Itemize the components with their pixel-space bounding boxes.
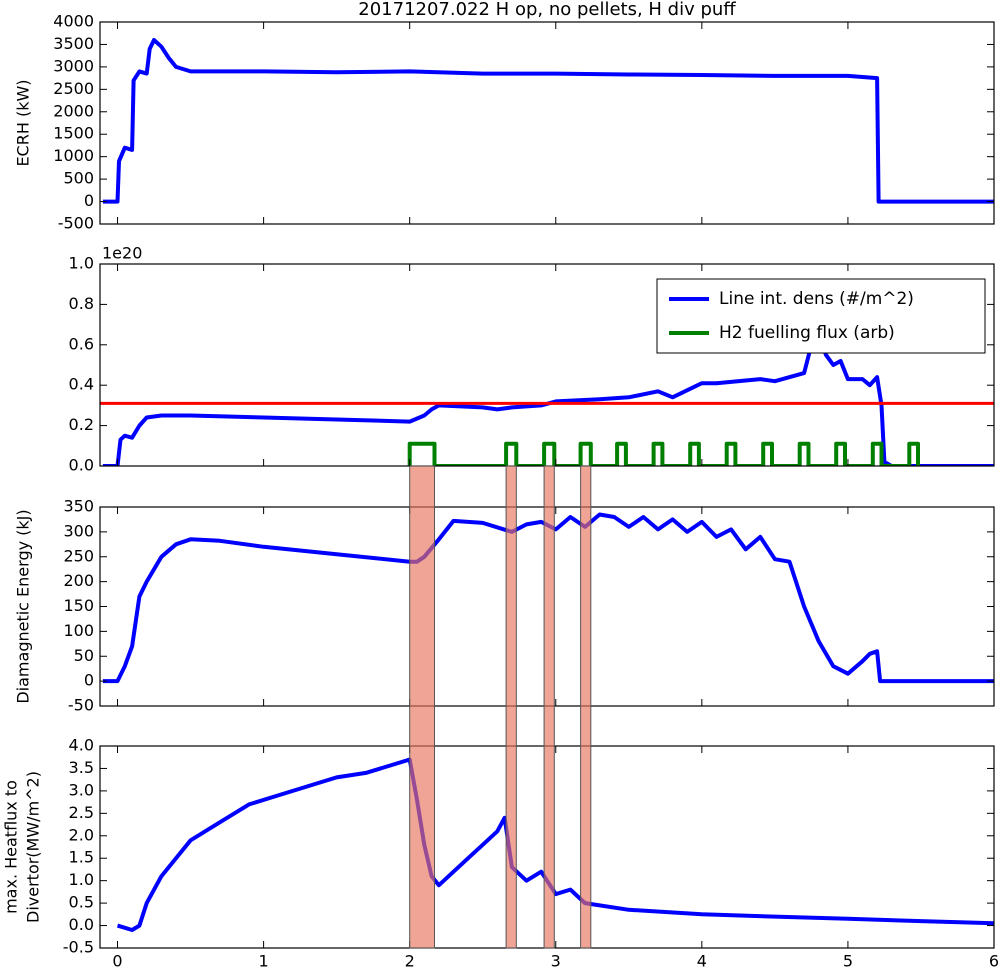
y-tick-label: 300 (63, 521, 94, 540)
y-tick-label: 0.2 (69, 415, 94, 434)
y-tick-label: 0 (84, 191, 94, 210)
highlight-span (505, 465, 517, 949)
y-tick-label: 0.0 (69, 915, 94, 934)
x-tick-label: 5 (843, 952, 853, 970)
y-tick-label: 100 (63, 621, 94, 640)
data-line (102, 38, 994, 204)
y-tick-label: 1000 (53, 146, 94, 165)
x-tick-label: 3 (551, 952, 561, 970)
y-tick-label: 2000 (53, 101, 94, 120)
highlight-span (543, 465, 555, 949)
y-tick-label: 0.8 (69, 294, 94, 313)
y-tick-label: 1500 (53, 124, 94, 143)
x-tick-label: 6 (989, 952, 999, 970)
y-tick-label: 0.5 (69, 893, 94, 912)
y-tick-label: 0 (84, 671, 94, 690)
data-line (407, 441, 920, 466)
y-tick-label: 3.5 (69, 758, 94, 777)
y-tick-label: 200 (63, 571, 94, 590)
y-tick-label: 4.0 (69, 736, 94, 755)
y-axis-label: max. Heatflux to (2, 780, 21, 914)
y-tick-label: 50 (74, 646, 94, 665)
x-tick-label: 1 (259, 952, 269, 970)
data-line (102, 512, 994, 684)
y-tick-label: 350 (63, 497, 94, 516)
y-tick-label: 1.0 (69, 254, 94, 273)
offset-text: 1e20 (102, 244, 142, 263)
y-tick-label: 4000 (53, 12, 94, 31)
axes-frame (99, 21, 995, 225)
y-axis-label: Divertor(MW/m^2) (24, 771, 43, 923)
chart-title: 20171207.022 H op, no pellets, H div puf… (358, 0, 736, 20)
y-tick-label: 2.5 (69, 803, 94, 822)
y-tick-label: 3000 (53, 56, 94, 75)
y-tick-label: 1.0 (69, 870, 94, 889)
y-tick-label: 3500 (53, 34, 94, 53)
data-line (116, 757, 994, 932)
y-tick-label: 2.0 (69, 825, 94, 844)
y-tick-label: 250 (63, 546, 94, 565)
x-tick-label: 0 (112, 952, 122, 970)
y-tick-label: 0.6 (69, 334, 94, 353)
y-tick-label: -0.5 (63, 938, 94, 957)
y-tick-label: 150 (63, 596, 94, 615)
y-tick-label: -50 (68, 696, 94, 715)
legend-box (656, 278, 986, 354)
legend-label: Line int. dens (#/m^2) (719, 289, 914, 309)
x-tick-label: 4 (697, 952, 707, 970)
y-tick-label: 0.4 (69, 375, 94, 394)
y-tick-label: 1.5 (69, 848, 94, 867)
y-axis-label: ECRH (kW) (14, 79, 33, 166)
legend-label: H2 fuelling flux (arb) (719, 323, 895, 343)
highlight-span (580, 465, 592, 949)
y-tick-label: -500 (58, 214, 94, 233)
y-tick-label: 3.0 (69, 780, 94, 799)
y-tick-label: 2500 (53, 79, 94, 98)
y-tick-label: 0.0 (69, 456, 94, 475)
x-tick-label: 2 (405, 952, 415, 970)
y-tick-label: 500 (63, 169, 94, 188)
data-line (102, 332, 994, 466)
highlight-span (409, 465, 436, 949)
y-axis-label: Diamagnetic Energy (kJ) (14, 509, 33, 703)
